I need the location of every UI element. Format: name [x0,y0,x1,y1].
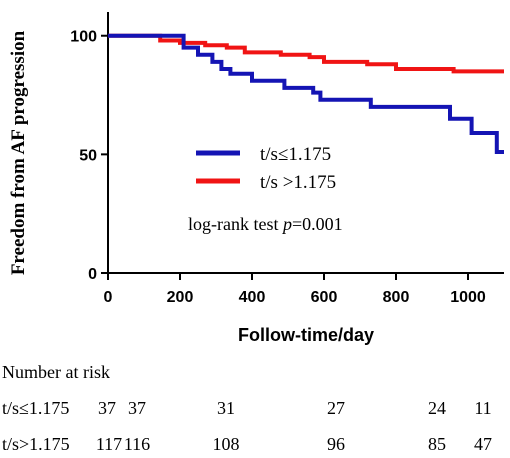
risk-row-label: t/s≤1.175 [2,398,70,418]
risk-value: 11 [474,398,492,418]
annotation-suffix: =0.001 [291,214,343,234]
y-tick-label: 0 [88,266,97,283]
risk-value: 27 [327,398,345,418]
series-lines [108,33,504,154]
x-tick-label: 1000 [450,289,486,306]
x-tick-label: 0 [104,289,113,306]
series-line-1 [108,33,504,74]
y-axis-label: Freedom from AF progression [8,30,29,275]
risk-row-label: t/s>1.175 [2,434,70,454]
risk-value: 31 [217,398,235,418]
x-tick-label: 600 [311,289,338,306]
legend-label-1: t/s >1.175 [260,172,336,193]
y-tick-label: 100 [70,29,97,46]
logrank-annotation: log-rank test p=0.001 [188,214,343,235]
x-tick-label: 200 [167,289,194,306]
y-tick-label: 50 [79,147,97,164]
annotation-prefix: log-rank test [188,214,283,234]
legend: t/s≤1.175 t/s >1.175 [196,144,336,193]
legend-label-0: t/s≤1.175 [260,144,331,165]
risk-row: t/s≤1.175 37 37 31 27 24 11 [0,398,510,422]
risk-table-title: Number at risk [2,362,110,382]
risk-value: 117 [95,434,123,454]
annotation-p: p [282,214,292,234]
risk-value: 37 [128,398,146,418]
axes [107,12,504,274]
risk-value: 24 [428,398,446,418]
x-axis-label: Follow-time/day [238,325,374,345]
ticks: 0 200 400 600 800 1000 0 50 100 [70,29,486,306]
series-line-0 [108,33,504,154]
risk-value: 47 [474,434,492,454]
x-tick-label: 400 [239,289,266,306]
risk-value: 116 [123,434,151,454]
risk-value: 108 [212,434,240,454]
risk-value: 37 [98,398,116,418]
risk-value: 85 [428,434,446,454]
x-tick-label: 800 [383,289,410,306]
risk-value: 96 [327,434,345,454]
risk-row: t/s>1.175 117 116 108 96 85 47 [0,434,510,458]
